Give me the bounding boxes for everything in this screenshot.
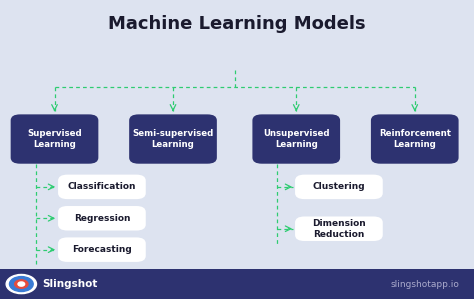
Text: Clustering: Clustering [312,182,365,191]
FancyBboxPatch shape [371,114,459,164]
FancyBboxPatch shape [295,175,383,199]
Text: Classification: Classification [68,182,136,191]
FancyBboxPatch shape [58,237,146,262]
Text: Semi-supervised
Learning: Semi-supervised Learning [132,129,214,149]
Text: Unsupervised
Learning: Unsupervised Learning [263,129,329,149]
Text: Supervised
Learning: Supervised Learning [27,129,82,149]
Circle shape [6,274,36,294]
FancyBboxPatch shape [0,269,474,299]
Text: slingshotapp.io: slingshotapp.io [391,280,460,289]
Text: Dimension
Reduction: Dimension Reduction [312,219,366,239]
Circle shape [18,282,25,286]
FancyBboxPatch shape [295,216,383,241]
FancyBboxPatch shape [11,114,99,164]
FancyBboxPatch shape [58,206,146,231]
Text: Forecasting: Forecasting [72,245,132,254]
Text: Regression: Regression [73,214,130,223]
Text: Machine Learning Models: Machine Learning Models [108,15,366,33]
FancyBboxPatch shape [58,175,146,199]
Text: Reinforcement
Learning: Reinforcement Learning [379,129,451,149]
Circle shape [9,277,33,292]
Circle shape [15,280,28,288]
FancyBboxPatch shape [252,114,340,164]
FancyBboxPatch shape [129,114,217,164]
Text: Slingshot: Slingshot [43,279,98,289]
